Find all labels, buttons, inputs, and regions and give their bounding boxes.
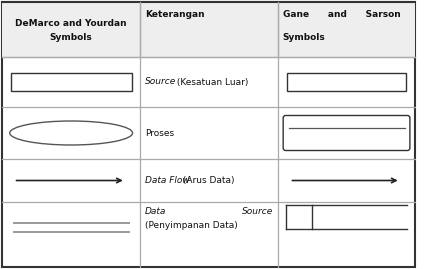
Text: (Penyimpanan Data): (Penyimpanan Data) xyxy=(145,221,238,231)
Text: Data: Data xyxy=(145,207,166,217)
Text: Proses: Proses xyxy=(145,129,174,137)
Bar xyxy=(287,73,407,91)
Text: DeMarco and Yourdan: DeMarco and Yourdan xyxy=(15,19,127,28)
Text: Gane      and      Sarson: Gane and Sarson xyxy=(282,10,401,19)
Text: Symbols: Symbols xyxy=(50,33,92,42)
Text: Source: Source xyxy=(145,77,176,87)
Bar xyxy=(2,2,415,57)
Bar xyxy=(11,73,131,91)
Text: (Kesatuan Luar): (Kesatuan Luar) xyxy=(173,77,248,87)
Text: Data Flow: Data Flow xyxy=(145,176,190,185)
Text: Symbols: Symbols xyxy=(282,33,325,42)
Text: (Arus Data): (Arus Data) xyxy=(180,176,235,185)
Text: Keterangan: Keterangan xyxy=(145,10,205,19)
Text: Source: Source xyxy=(242,207,273,217)
